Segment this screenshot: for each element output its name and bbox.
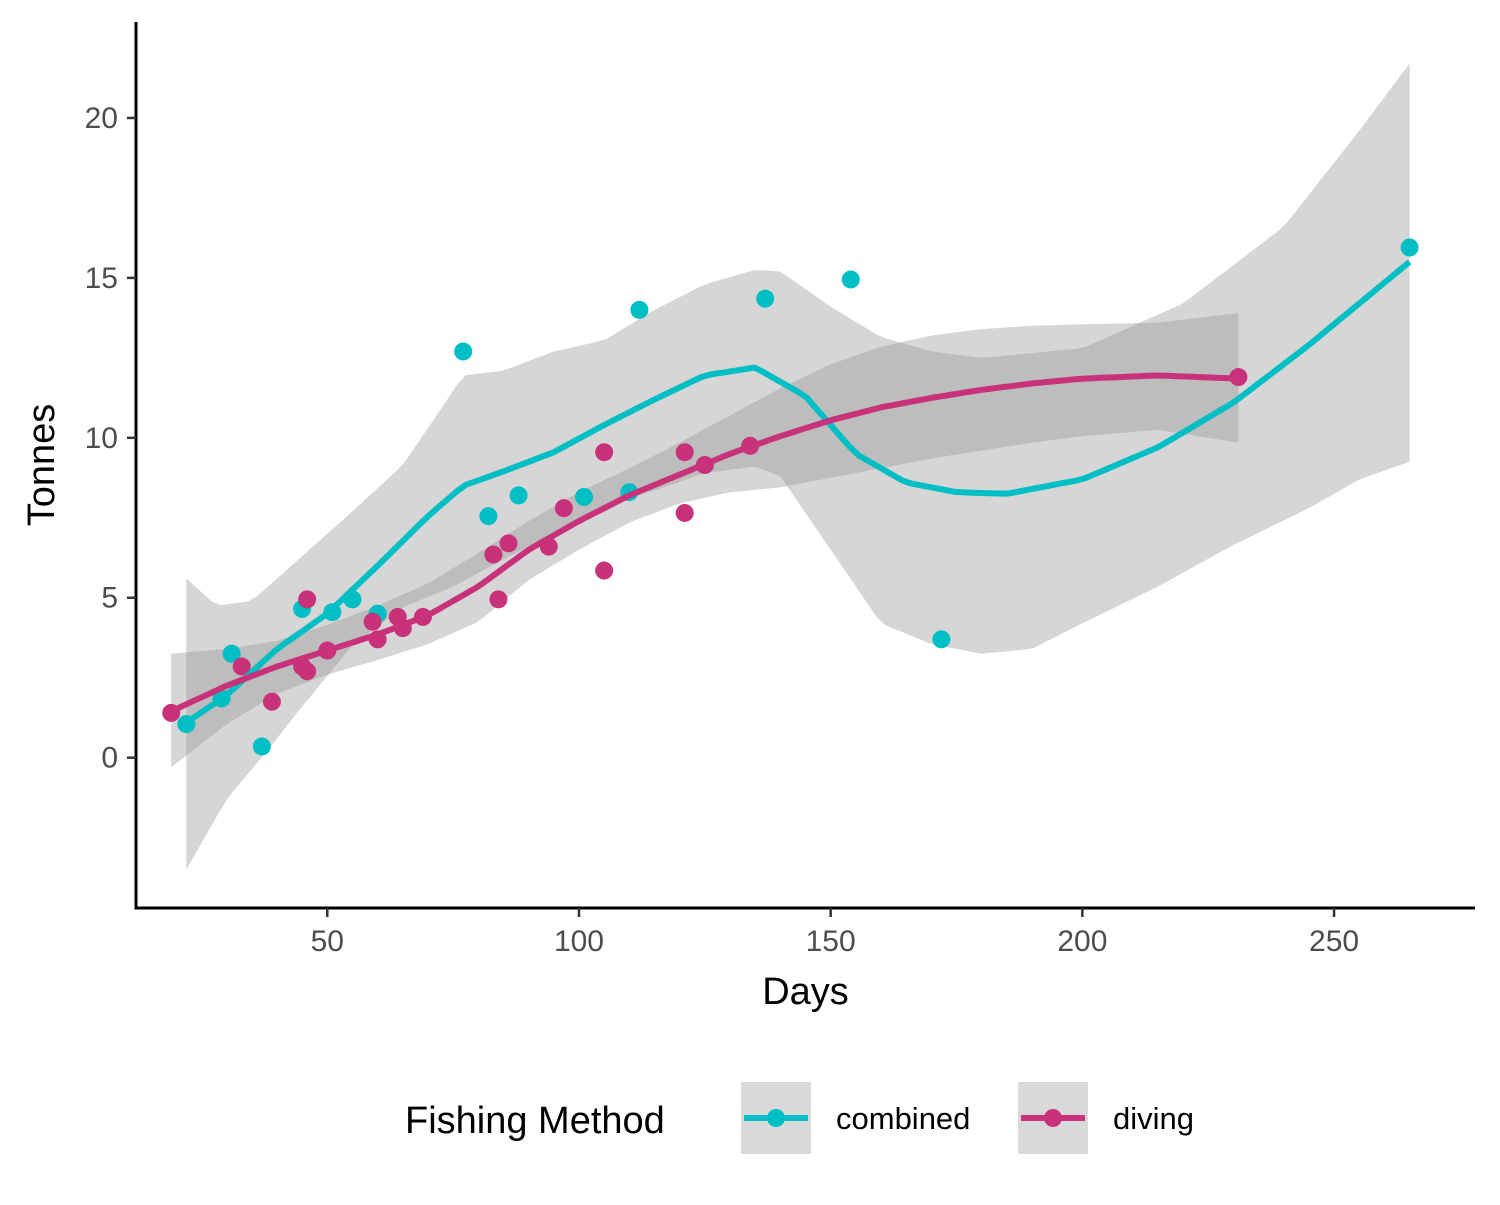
x-tick-label: 250	[1309, 925, 1359, 958]
data-point-diving	[232, 657, 251, 676]
legend-point-combined	[767, 1109, 785, 1127]
y-tick-label: 15	[85, 262, 118, 295]
y-tick-label: 20	[85, 102, 118, 135]
data-point-combined	[252, 737, 271, 756]
smooth-line-combined	[184, 259, 1412, 725]
x-axis-title: Days	[762, 971, 849, 1013]
data-point-combined	[1400, 238, 1419, 257]
data-point-diving	[262, 692, 281, 711]
data-point-diving	[675, 503, 694, 522]
legend-label-diving: diving	[1113, 1101, 1194, 1136]
legend: Fishing Method combined diving	[405, 1082, 1194, 1154]
data-point-combined	[575, 487, 594, 506]
data-point-combined	[479, 507, 498, 526]
x-tick-label: 200	[1057, 925, 1107, 958]
data-point-combined	[932, 630, 951, 649]
legend-label-combined: combined	[836, 1101, 970, 1136]
data-point-diving	[298, 662, 317, 681]
data-point-diving	[595, 561, 614, 580]
smooth-line-diving	[169, 372, 1239, 715]
data-point-diving	[595, 443, 614, 462]
data-point-diving	[675, 443, 694, 462]
data-point-combined	[222, 644, 241, 663]
legend-point-diving	[1044, 1109, 1062, 1127]
data-point-diving	[554, 499, 573, 518]
data-point-diving	[363, 612, 382, 631]
axes: 50 100 150 200 250 0 5 10 15 20	[85, 22, 1475, 958]
y-tick-label: 10	[85, 422, 118, 455]
data-point-combined	[454, 342, 473, 361]
data-point-diving	[499, 534, 518, 553]
data-point-combined	[509, 486, 528, 505]
x-tick-label: 100	[554, 925, 604, 958]
data-point-diving	[298, 590, 317, 609]
smooth-lines	[169, 259, 1412, 725]
legend-title: Fishing Method	[405, 1100, 665, 1142]
y-tick-label: 0	[101, 742, 118, 775]
data-point-combined	[756, 289, 775, 308]
y-axis-title: Tonnes	[21, 404, 63, 527]
y-tick-label: 5	[101, 582, 118, 615]
data-point-diving	[489, 590, 508, 609]
x-tick-label: 150	[806, 925, 856, 958]
x-tick-label: 50	[311, 925, 344, 958]
data-point-combined	[841, 270, 860, 289]
confidence-band-combined	[186, 63, 1410, 870]
data-point-diving	[484, 545, 503, 564]
data-point-combined	[630, 300, 649, 319]
confidence-band-diving	[171, 313, 1239, 768]
confidence-bands	[171, 63, 1410, 870]
